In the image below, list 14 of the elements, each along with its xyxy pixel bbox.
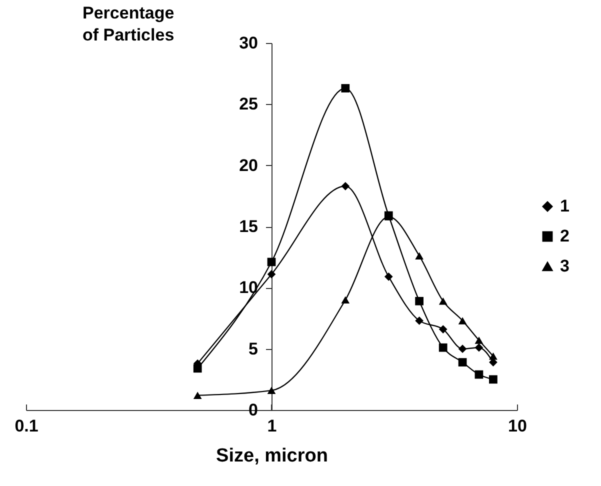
y-tick-label: 20: [239, 156, 258, 175]
x-tick-label: 10: [508, 416, 527, 436]
y-tick-label: 25: [239, 94, 258, 114]
x-tick-label: 0.1: [14, 416, 38, 436]
legend-label: 1: [560, 196, 570, 216]
x-axis-title: Size, micron: [216, 446, 328, 466]
legend-label: 3: [560, 256, 570, 276]
x-tick-label: 1: [267, 416, 277, 436]
y-axis-title: Percentage of Particles: [82, 4, 174, 44]
y-tick-label: 10: [239, 278, 258, 298]
y-tick-label: 5: [248, 339, 258, 358]
y-tick-label: 15: [239, 217, 258, 236]
legend-label: 2: [560, 226, 570, 246]
y-tick-label: 30: [239, 34, 258, 52]
